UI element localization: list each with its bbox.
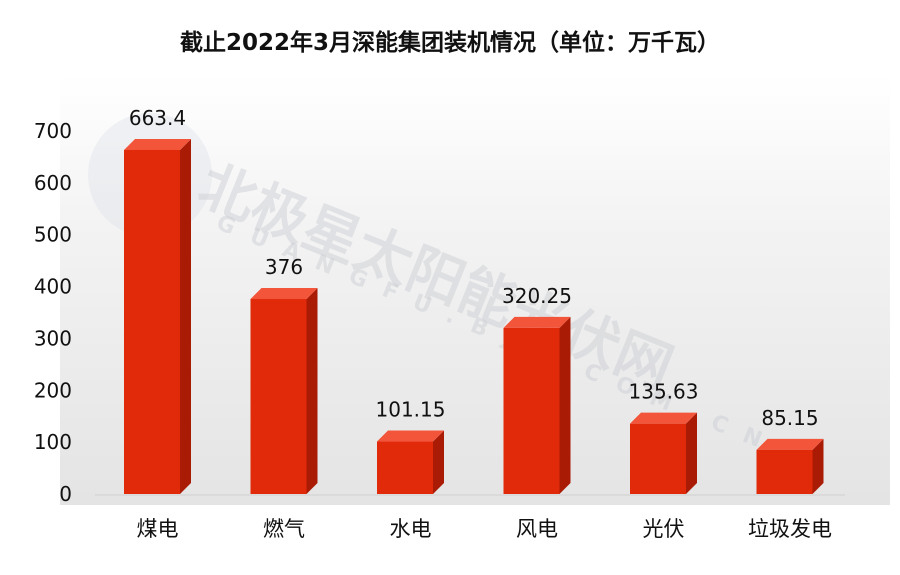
bar-top: [630, 412, 697, 424]
y-tick-label: 0: [59, 482, 72, 506]
x-axis-labels: 煤电 燃气 水电 风电 光伏 垃圾发电: [137, 517, 833, 541]
y-tick-label: 700: [34, 119, 72, 143]
data-label: 135.63: [629, 380, 699, 404]
bar-front: [250, 299, 307, 494]
bar-front: [377, 441, 433, 494]
bar: [630, 412, 697, 494]
data-label: 85.15: [761, 406, 818, 430]
y-tick-label: 200: [34, 378, 72, 402]
bar-top: [377, 430, 444, 442]
bar-series: 663.4 376 101.15 320.25 135.63 85.15: [124, 106, 824, 494]
y-axis: 0 100 200 300 400 500 600 700: [34, 119, 72, 506]
bar: [377, 430, 444, 494]
bar: [250, 288, 318, 494]
bar-side: [433, 430, 444, 494]
bar: [756, 438, 824, 494]
bar-top: [756, 438, 824, 450]
bar-side: [559, 316, 571, 494]
bar-front: [124, 149, 180, 494]
bar-front: [630, 423, 686, 494]
bar-front: [756, 449, 813, 494]
bar: [124, 138, 191, 494]
bar-side: [180, 138, 191, 494]
chart-title: 截止2022年3月深能集团装机情况（单位：万千瓦）: [180, 29, 720, 56]
y-tick-label: 500: [34, 223, 72, 247]
data-label: 320.25: [502, 284, 572, 308]
plot-background: [60, 75, 890, 505]
bar-side: [686, 412, 697, 494]
y-tick-label: 400: [34, 275, 72, 299]
y-tick-label: 600: [34, 171, 72, 195]
x-tick-label: 水电: [390, 517, 432, 541]
bar-top: [503, 316, 571, 328]
bar-top: [124, 138, 191, 150]
y-tick-label: 100: [34, 430, 72, 454]
data-label: 376: [265, 255, 303, 279]
x-tick-label: 光伏: [643, 517, 685, 541]
bar-front: [503, 327, 560, 494]
data-label: 101.15: [376, 398, 446, 422]
x-tick-label: 垃圾发电: [748, 517, 832, 541]
y-tick-label: 300: [34, 326, 72, 350]
bar-side: [812, 438, 824, 494]
bar-side: [306, 288, 318, 494]
bar-top: [250, 288, 318, 300]
x-tick-label: 燃气: [263, 517, 305, 541]
data-label: 663.4: [129, 106, 186, 130]
x-tick-label: 煤电: [137, 517, 179, 541]
x-tick-label: 风电: [516, 517, 558, 541]
bar: [503, 316, 571, 494]
